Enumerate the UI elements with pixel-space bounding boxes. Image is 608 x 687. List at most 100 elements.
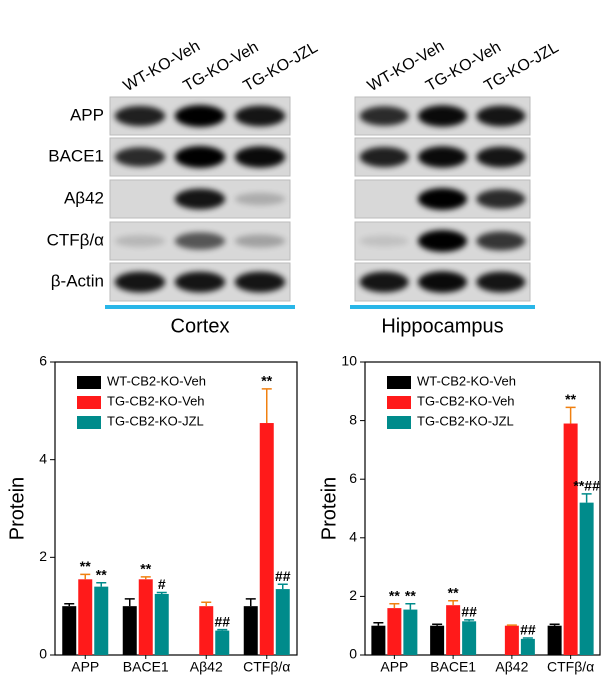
blot-band	[418, 146, 467, 168]
bar	[62, 606, 77, 655]
bar-chart: 0 2 4 6 Protein APP ** ** BACE1 ** # Aβ42 ## CTFβ/α **…	[6, 353, 298, 675]
significance-label: ##	[461, 604, 477, 620]
bar	[371, 625, 386, 655]
x-tick-label: CTFβ/α	[243, 659, 290, 675]
x-tick-label: BACE1	[123, 659, 169, 675]
x-tick-label: Aβ42	[495, 659, 528, 675]
significance-label: ##	[520, 622, 536, 638]
bar	[78, 579, 93, 655]
error-bar	[373, 622, 384, 626]
blot-band	[359, 146, 409, 168]
legend-label: WT-CB2-KO-Veh	[417, 373, 516, 388]
blot-band	[418, 105, 467, 127]
error-bar	[245, 598, 256, 607]
significance-label: **	[565, 391, 576, 407]
blot-band	[418, 230, 467, 252]
blot-band	[174, 146, 226, 168]
plot-frame	[364, 361, 601, 656]
error-bar	[261, 388, 272, 424]
error-bar	[156, 591, 167, 594]
bar	[504, 625, 519, 655]
error-bar	[522, 637, 533, 639]
blot-band	[234, 234, 286, 248]
plot-frame	[54, 361, 298, 656]
x-tick-label: BACE1	[430, 659, 476, 675]
blot-row-label: CTFβ/α	[47, 230, 105, 249]
blot-band	[114, 105, 166, 127]
bar	[199, 606, 214, 655]
legend-swatch	[387, 376, 411, 389]
panel-label: Cortex	[171, 315, 230, 337]
legend-label: TG-CB2-KO-JZL	[417, 413, 514, 428]
legend-label: TG-CB2-KO-Veh	[107, 393, 205, 408]
y-tick-label: 0	[349, 646, 357, 662]
legend-swatch	[387, 396, 411, 409]
error-bar	[432, 623, 443, 626]
legend-label: WT-CB2-KO-Veh	[107, 373, 206, 388]
x-tick-label: Aβ42	[190, 659, 223, 675]
significance-label: **	[80, 558, 91, 574]
blot-band	[114, 235, 166, 247]
legend-label: TG-CB2-KO-JZL	[107, 413, 204, 428]
error-bar	[506, 624, 517, 626]
error-bar	[448, 600, 459, 606]
error-bar	[581, 493, 592, 503]
blot-band	[174, 105, 226, 127]
bar	[446, 605, 461, 655]
error-bar	[277, 583, 288, 590]
y-tick-label: 4	[39, 450, 47, 466]
error-bar	[140, 576, 151, 580]
x-tick-label: APP	[71, 659, 99, 675]
blot-band	[476, 105, 526, 127]
y-axis-label: Protein	[318, 477, 340, 540]
blot-band	[174, 271, 226, 293]
error-bar	[124, 598, 135, 607]
blot-band	[174, 232, 226, 250]
y-tick-label: 10	[341, 353, 357, 369]
error-bar	[549, 623, 560, 626]
y-tick-label: 2	[349, 587, 357, 603]
significance-label: ##	[275, 568, 291, 584]
y-axis-label: Protein	[6, 477, 28, 540]
blot-row-label: BACE1	[48, 146, 104, 165]
legend-swatch	[387, 416, 411, 429]
y-tick-label: 6	[39, 353, 47, 369]
legend-swatch	[77, 396, 101, 409]
bar	[154, 593, 169, 655]
significance-label: **	[405, 587, 416, 603]
blot-band	[174, 188, 226, 210]
bar	[259, 423, 274, 655]
significance-label: #	[158, 576, 166, 592]
bar	[243, 606, 258, 655]
blot-band	[359, 271, 409, 293]
legend-swatch	[77, 416, 101, 429]
error-bar	[565, 406, 576, 424]
blot-band	[476, 271, 526, 293]
significance-label: **	[96, 566, 107, 582]
error-bar	[80, 573, 91, 580]
bar	[138, 579, 153, 655]
significance-label: **	[389, 587, 400, 603]
legend-swatch	[77, 376, 101, 389]
blot-section: APPBACE1Aβ42CTFβ/αβ-ActinCortexWT-KO-Veh…	[47, 38, 562, 338]
blot-band	[114, 147, 166, 167]
bar	[579, 502, 594, 655]
legend-label: TG-CB2-KO-Veh	[417, 393, 515, 408]
blot-band	[234, 105, 286, 127]
bar	[122, 606, 137, 655]
y-tick-label: 0	[39, 646, 47, 662]
bar	[430, 625, 445, 655]
blot-band	[418, 188, 467, 210]
bar	[520, 638, 535, 655]
blot-band	[476, 231, 526, 251]
error-bar	[201, 601, 212, 607]
blot-band	[359, 235, 409, 247]
bar	[462, 621, 477, 655]
blot-band	[234, 192, 286, 206]
significance-label: **	[140, 561, 151, 577]
blot-band	[114, 271, 166, 293]
significance-label: **##	[573, 478, 600, 494]
blot-band	[476, 189, 526, 209]
blot-row-label: Aβ42	[64, 188, 104, 207]
bar	[94, 586, 109, 655]
